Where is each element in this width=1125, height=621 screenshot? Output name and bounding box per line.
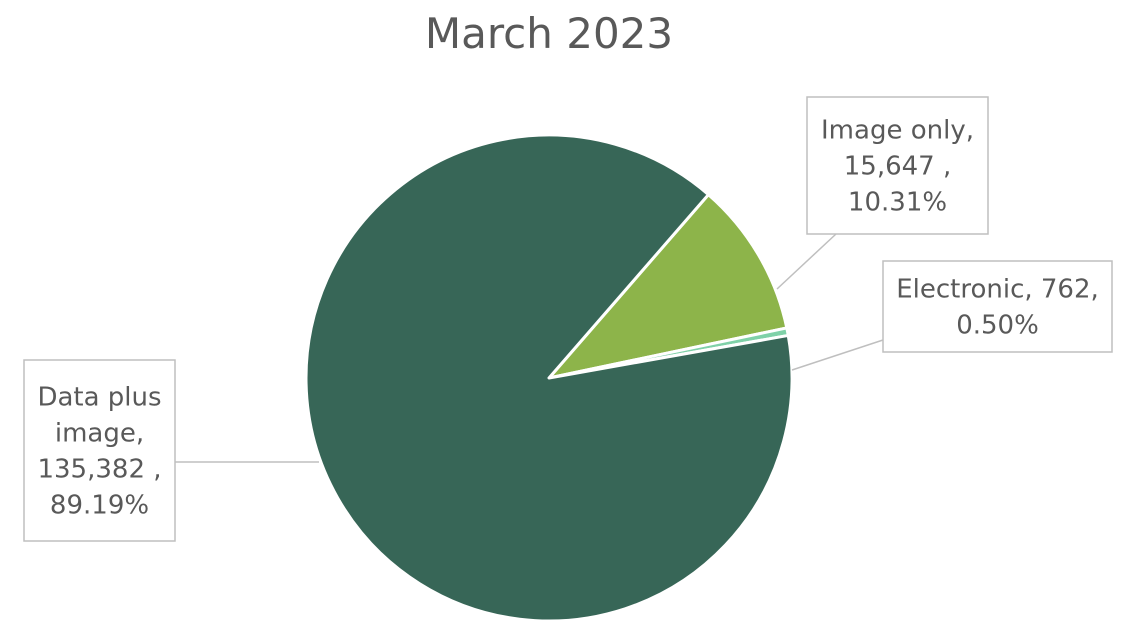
data-label-line: 10.31% — [848, 188, 947, 218]
data-label-image-only: Image only, 15,647 , 10.31% — [776, 96, 989, 290]
data-label-text: Data plus image, 135,382 , 89.19% — [37, 383, 161, 521]
data-label-text: Image only, 15,647 , 10.31% — [821, 116, 974, 218]
pie-slices — [304, 133, 794, 621]
data-label-line: 89.19% — [50, 491, 149, 521]
label-box — [23, 359, 176, 542]
pie-slice-image-only — [547, 193, 789, 380]
data-label-line: 15,647 , — [844, 152, 952, 182]
label-box — [882, 260, 1113, 353]
chart-title: March 2023 — [425, 9, 673, 58]
data-label-line: 0.50% — [956, 311, 1039, 341]
data-label-line: image, — [55, 419, 144, 449]
data-label-electronic: Electronic, 762, 0.50% — [791, 260, 1113, 371]
leader-line — [776, 233, 837, 290]
leader-line — [791, 339, 884, 371]
data-label-line: Electronic, 762, — [896, 275, 1099, 305]
data-label-line: Image only, — [821, 116, 974, 146]
data-label-line: Data plus — [37, 383, 161, 413]
data-labels: Image only, 15,647 , 10.31% Electronic, 762… — [23, 96, 1113, 542]
data-label-text: Electronic, 762, 0.50% — [896, 275, 1099, 341]
label-box — [806, 96, 989, 235]
pie-slice-data-plus-image — [304, 133, 794, 621]
data-label-line: 135,382 , — [37, 455, 161, 485]
data-label-data-plus-image: Data plus image, 135,382 , 89.19% — [23, 359, 319, 542]
